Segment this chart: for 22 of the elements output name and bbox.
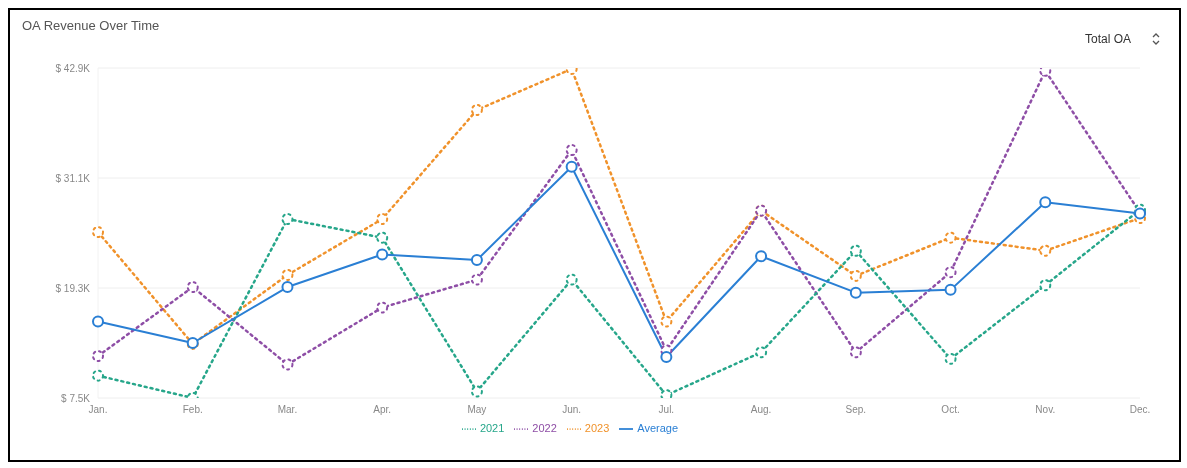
- legend-label: 2023: [584, 422, 610, 434]
- text: Total OA: [1084, 32, 1131, 46]
- legend-label: 2021: [479, 422, 505, 434]
- x-tick-label: Apr.: [373, 404, 392, 416]
- y-tick-label: $ 42.9K: [55, 62, 91, 74]
- x-tick-label: Nov.: [1035, 404, 1056, 416]
- x-tick-label: Oct.: [941, 404, 960, 416]
- x-tick-label: Sep.: [845, 404, 867, 416]
- x-tick-label: Aug.: [750, 404, 772, 416]
- x-tick-label: Jan.: [88, 404, 108, 416]
- y-tick-label: $ 31.1K: [55, 172, 91, 184]
- chart-title: OA Revenue Over Time: [22, 18, 160, 33]
- x-tick-label: Jul.: [658, 404, 675, 416]
- x-tick-label: Feb.: [182, 404, 203, 416]
- x-tick-label: Mar.: [277, 404, 298, 416]
- x-tick-label: Jun.: [562, 404, 582, 416]
- x-tick-label: Dec.: [1129, 404, 1151, 416]
- y-tick-label: $ 7.5K: [61, 392, 91, 404]
- legend-label: 2022: [532, 422, 557, 434]
- x-tick-label: May: [467, 404, 487, 416]
- y-tick-label: $ 19.3K: [55, 282, 91, 294]
- legend-label: Average: [637, 422, 679, 434]
